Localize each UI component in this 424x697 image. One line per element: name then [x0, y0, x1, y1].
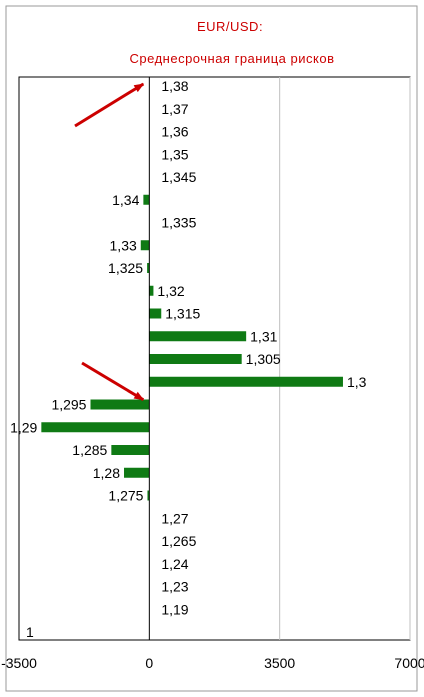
category-label-2: 1,36: [161, 124, 188, 140]
bar-9: [149, 285, 154, 296]
annotation-arrow-1: [81, 361, 145, 402]
x-tick-label-3: 7000: [394, 655, 424, 671]
bar-14: [90, 399, 150, 410]
chart-border: [5, 5, 418, 692]
bar-13: [149, 376, 343, 387]
category-label-14: 1,295: [51, 397, 86, 413]
annotation-arrow-0: [74, 82, 145, 128]
category-label-1: 1,37: [161, 101, 188, 117]
chart-title: EUR/USD:: [197, 19, 263, 34]
category-label-21: 1,24: [161, 556, 188, 572]
annotations: [74, 82, 145, 402]
bar-17: [124, 467, 150, 478]
bar-18: [147, 490, 150, 501]
category-label-12: 1,305: [246, 351, 281, 367]
category-label-22: 1,23: [161, 579, 188, 595]
bar-11: [149, 331, 247, 342]
category-label-11: 1,31: [250, 328, 277, 344]
bar-5: [143, 194, 150, 205]
category-label-16: 1,285: [72, 442, 107, 458]
category-label-6: 1,335: [161, 215, 196, 231]
category-label-13: 1,3: [347, 374, 367, 390]
x-tick-label-0: -3500: [1, 655, 37, 671]
category-label-19: 1,27: [161, 510, 188, 526]
category-label-20: 1,265: [161, 533, 196, 549]
category-label-18: 1,275: [108, 488, 143, 504]
category-label-5: 1,34: [112, 192, 139, 208]
category-labels: 1,38 1,37 1,36 1,35 1,345 1,34 1,335 1,33 1,325 1…: [10, 78, 367, 640]
x-tick-label-2: 3500: [264, 655, 295, 671]
bar-12: [149, 354, 242, 364]
x-axis-ticks: -3500 0 3500 7000: [1, 655, 424, 671]
grid-lines: [279, 77, 411, 640]
chart-subtitle: Среднесрочная граница рисков: [130, 51, 335, 66]
bar-10: [149, 308, 162, 319]
bar-8: [147, 263, 150, 273]
category-label-24: 1: [26, 624, 34, 640]
category-label-8: 1,325: [108, 260, 143, 276]
category-label-17: 1,28: [93, 465, 120, 481]
category-label-10: 1,315: [165, 306, 200, 322]
category-label-9: 1,32: [157, 283, 184, 299]
category-label-15: 1,29: [10, 419, 37, 435]
category-label-7: 1,33: [110, 237, 137, 253]
bars: [41, 194, 343, 501]
bar-7: [140, 240, 150, 251]
bar-15: [41, 422, 150, 433]
category-label-4: 1,345: [161, 169, 196, 185]
category-label-23: 1,19: [161, 601, 188, 617]
bar-16: [111, 445, 150, 455]
category-label-0: 1,38: [161, 78, 188, 94]
category-label-3: 1,35: [161, 146, 188, 162]
x-tick-label-1: 0: [145, 655, 153, 671]
